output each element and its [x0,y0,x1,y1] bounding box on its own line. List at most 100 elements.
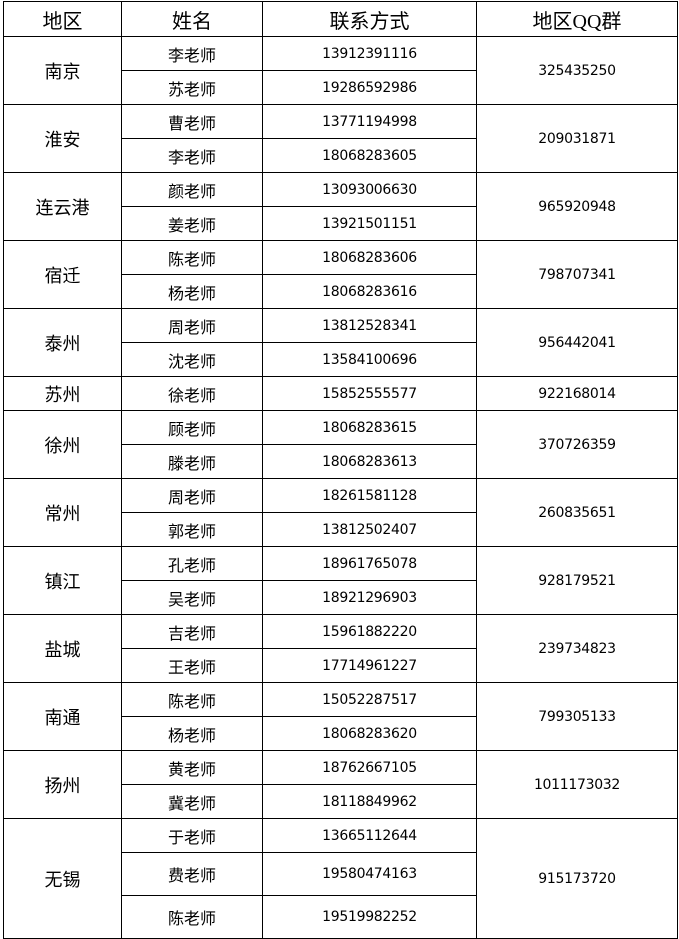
table-row: 李老师 18068283605 [4,138,678,173]
table-row: 吴老师 18921296903 [4,580,678,615]
teacher-name: 沈老师 [121,342,263,377]
phone-number: 13665112644 [262,818,477,853]
teacher-name: 杨老师 [121,274,263,309]
teacher-name: 李老师 [121,138,263,173]
region-cell: 南京 [3,36,122,105]
region-cell: 扬州 [3,750,122,819]
qq-group-number: 209031871 [476,104,678,173]
teacher-name: 陈老师 [121,240,263,275]
phone-number: 13921501151 [262,206,477,241]
phone-number: 15852555577 [262,376,477,411]
teacher-name: 冀老师 [121,784,263,819]
table-row: 宿迁 陈老师 18068283606 798707341 [3,240,678,309]
teacher-name: 周老师 [121,308,263,343]
table-row: 连云港 颜老师 13093006630 965920948 [3,172,678,241]
phone-number: 18068283613 [262,444,477,479]
phone-number: 13771194998 [262,104,477,139]
phone-number: 18921296903 [262,580,477,615]
teacher-name: 郭老师 [121,512,263,547]
region-cell: 南通 [3,682,122,751]
phone-number: 18762667105 [262,750,477,785]
qq-group-number: 798707341 [476,240,678,309]
table-row: 常州 周老师 18261581128 260835651 [3,478,678,547]
teacher-name: 颜老师 [121,172,263,207]
table-row: 姜老师 13921501151 [4,206,678,241]
qq-group-number: 956442041 [476,308,678,377]
region-cell: 无锡 [3,818,122,939]
table-row: 镇江 孔老师 18961765078 928179521 [3,546,678,615]
table-row: 淮安 曹老师 13771194998 209031871 [3,104,678,173]
qq-group-number: 1011173032 [476,750,678,819]
table-row: 盐城 吉老师 15961882220 239734823 [3,614,678,683]
teacher-name: 费老师 [121,852,263,896]
qq-group-number: 928179521 [476,546,678,615]
phone-number: 17714961227 [262,648,477,683]
table-row: 泰州 周老师 13812528341 956442041 [3,308,678,377]
region-cell: 淮安 [3,104,122,173]
teacher-name: 滕老师 [121,444,263,479]
phone-number: 18068283616 [262,274,477,309]
qq-group-number: 370726359 [476,410,678,479]
phone-number: 13584100696 [262,342,477,377]
phone-number: 19519982252 [262,895,477,939]
region-cell: 连云港 [3,172,122,241]
region-cell: 盐城 [3,614,122,683]
header-row: 地区 姓名 联系方式 地区QQ群 [3,1,678,37]
table-row: 杨老师 18068283620 [4,716,678,751]
region-cell: 镇江 [3,546,122,615]
header-region: 地区 [3,1,122,37]
phone-number: 15052287517 [262,682,477,717]
teacher-name: 吉老师 [121,614,263,649]
phone-number: 18068283615 [262,410,477,445]
header-name: 姓名 [121,1,263,37]
teacher-name: 徐老师 [121,376,263,411]
table-row: 滕老师 18068283613 [4,444,678,479]
qq-group-number: 260835651 [476,478,678,547]
teacher-name: 曹老师 [121,104,263,139]
teacher-name: 周老师 [121,478,263,513]
teacher-name: 顾老师 [121,410,263,445]
region-cell: 徐州 [3,410,122,479]
teacher-name: 王老师 [121,648,263,683]
table-row: 南通 陈老师 15052287517 799305133 [3,682,678,751]
table-row: 苏州 徐老师 15852555577 922168014 [3,376,678,411]
phone-number: 13812528341 [262,308,477,343]
phone-number: 15961882220 [262,614,477,649]
table-row: 陈老师 19519982252 [4,895,678,939]
table-row: 苏老师 19286592986 [4,70,678,105]
qq-group-number: 239734823 [476,614,678,683]
teacher-name: 于老师 [121,818,263,853]
phone-number: 13912391116 [262,36,477,71]
teacher-name: 李老师 [121,36,263,71]
qq-group-number: 922168014 [476,376,678,411]
phone-number: 18118849962 [262,784,477,819]
teacher-name: 陈老师 [121,895,263,939]
table-row: 扬州 黄老师 18762667105 1011173032 [3,750,678,819]
phone-number: 19580474163 [262,852,477,896]
teacher-name: 苏老师 [121,70,263,105]
table-row: 郭老师 13812502407 [4,512,678,547]
phone-number: 18068283620 [262,716,477,751]
teacher-name: 陈老师 [121,682,263,717]
contact-table: 地区 姓名 联系方式 地区QQ群 南京 李老师 13912391116 3254352… [3,1,678,939]
phone-number: 19286592986 [262,70,477,105]
table-row: 徐州 顾老师 18068283615 370726359 [3,410,678,479]
teacher-name: 黄老师 [121,750,263,785]
teacher-name: 吴老师 [121,580,263,615]
table-row: 沈老师 13584100696 [4,342,678,377]
qq-group-number: 965920948 [476,172,678,241]
table-row: 无锡 于老师 13665112644 915173720 [3,818,678,939]
region-cell: 常州 [3,478,122,547]
qq-group-number: 799305133 [476,682,678,751]
phone-number: 18261581128 [262,478,477,513]
teacher-name: 孔老师 [121,546,263,581]
qq-group-number: 915173720 [476,818,678,939]
header-qq-group: 地区QQ群 [476,1,678,37]
region-cell: 泰州 [3,308,122,377]
teacher-name: 杨老师 [121,716,263,751]
phone-number: 13093006630 [262,172,477,207]
phone-number: 13812502407 [262,512,477,547]
teacher-name: 姜老师 [121,206,263,241]
region-cell: 苏州 [3,376,122,411]
phone-number: 18961765078 [262,546,477,581]
